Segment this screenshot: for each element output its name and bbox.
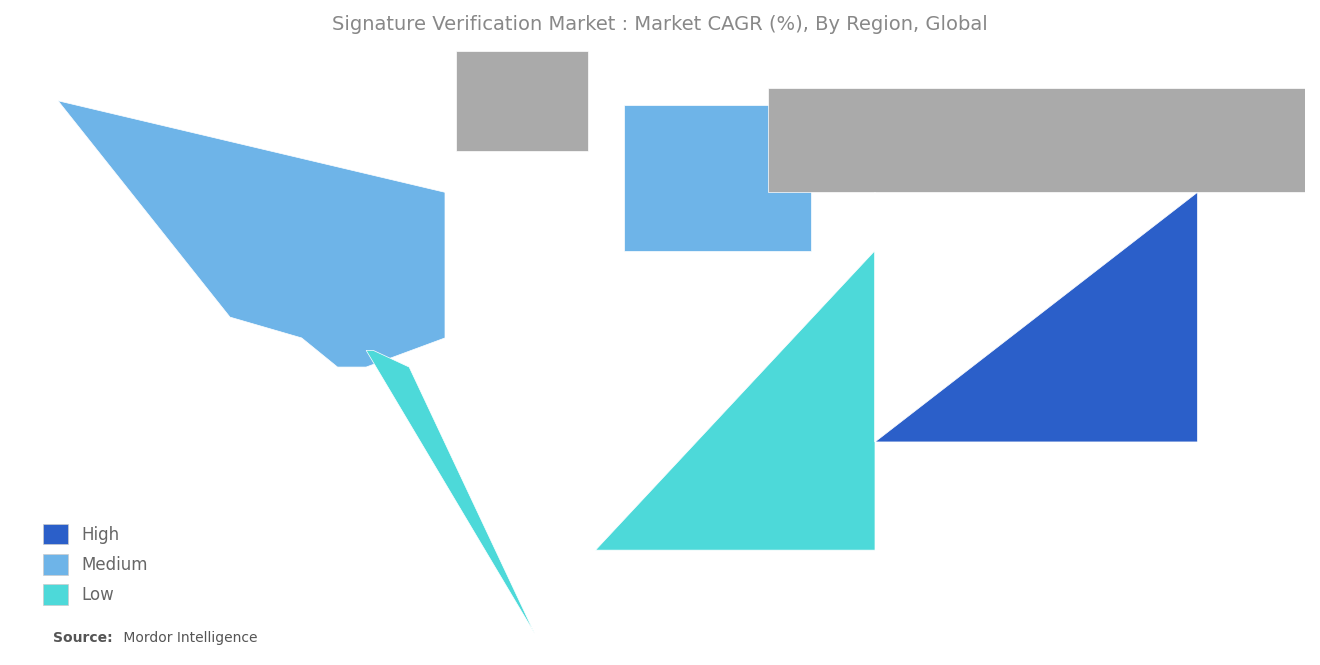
Text: Mordor Intelligence: Mordor Intelligence: [119, 630, 257, 645]
Polygon shape: [624, 105, 810, 251]
Polygon shape: [455, 51, 589, 151]
Polygon shape: [595, 251, 875, 550]
Polygon shape: [58, 101, 445, 367]
Polygon shape: [875, 192, 1197, 442]
Text: Source:: Source:: [53, 630, 112, 645]
Legend: High, Medium, Low: High, Medium, Low: [36, 517, 154, 612]
Polygon shape: [767, 88, 1305, 192]
Title: Signature Verification Market : Market CAGR (%), By Region, Global: Signature Verification Market : Market C…: [333, 15, 987, 34]
Polygon shape: [366, 350, 535, 633]
